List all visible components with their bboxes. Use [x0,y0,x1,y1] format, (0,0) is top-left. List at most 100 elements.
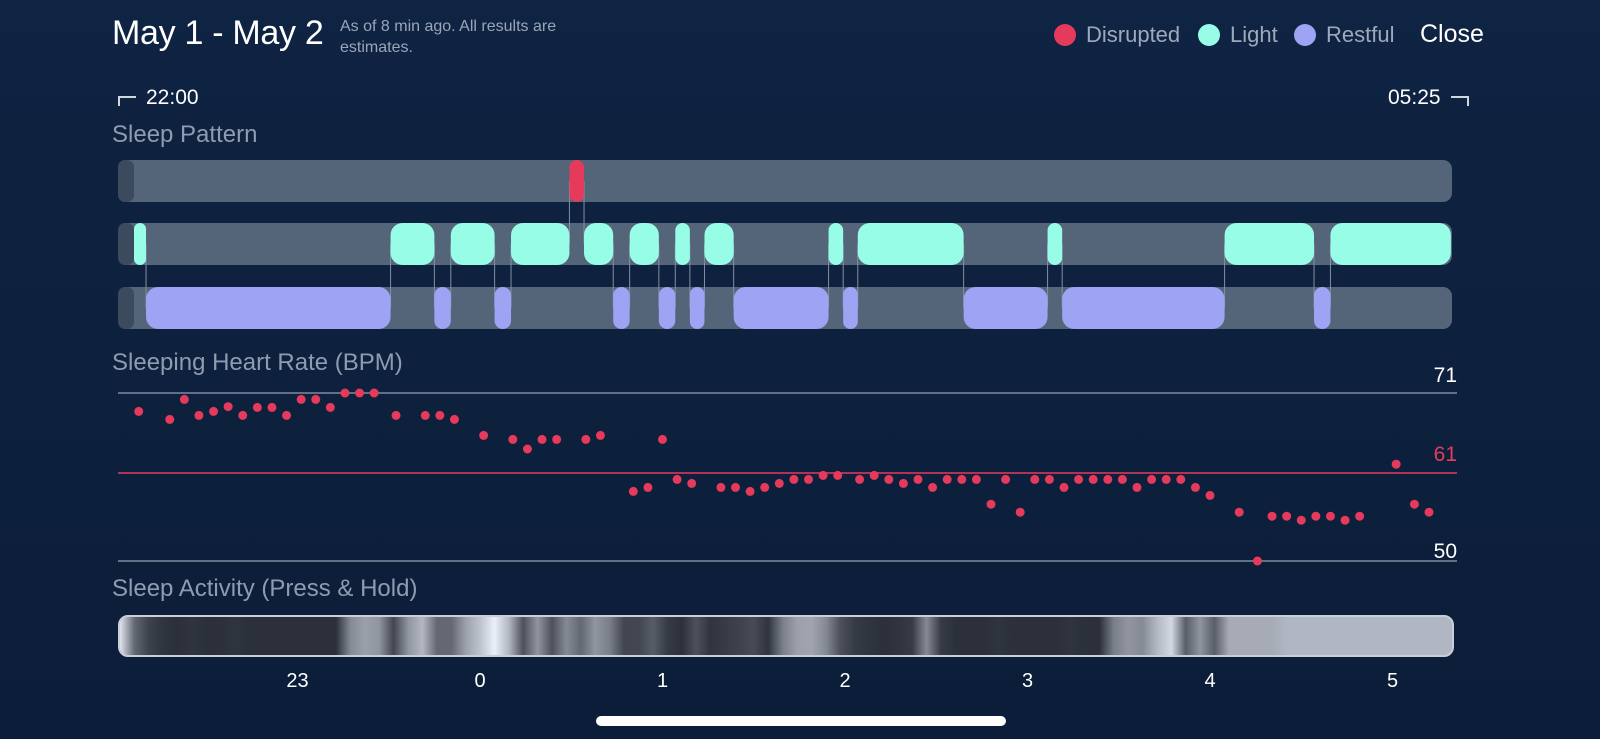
hr-point [508,434,518,444]
pattern-track-cap [118,287,134,329]
hr-point [1190,482,1200,492]
hr-point [449,414,459,424]
x-tick-label: 4 [1204,670,1216,692]
x-tick-label: 2 [839,670,851,692]
legend-label: Light [1230,22,1278,47]
hr-point [658,434,667,444]
sleep-pattern-title: Sleep Pattern [112,121,258,148]
hr-point [745,486,755,496]
hr-point [789,474,799,484]
sleep-activity-bar[interactable] [118,615,1454,657]
restful-segment [963,287,1048,329]
hr-point [731,482,740,492]
hr-point [1059,482,1069,492]
hr-point [340,388,350,398]
hr-point [209,406,219,416]
hr-point [537,434,547,444]
hr-point [134,406,144,416]
restful-segment [689,287,705,329]
restful-segment [733,287,829,329]
hr-point [479,430,489,440]
hr-point [581,434,591,444]
close-button[interactable]: Close [1420,20,1484,48]
restful-segment [1314,287,1331,329]
light-segment [1224,223,1315,265]
hr-point [957,474,967,484]
hr-point [986,499,996,509]
legend-light: Light [1198,20,1278,50]
light-segment [828,223,844,265]
disrupted-dot-icon [1054,24,1076,46]
light-segment [1330,223,1451,265]
hr-point [311,394,321,404]
hr-point [818,470,828,480]
light-dot-icon [1198,24,1220,46]
x-tick-label: 0 [474,670,486,692]
hr-point [1030,474,1040,484]
hr-point [1103,474,1113,484]
legend-restful: Restful [1294,20,1394,50]
hr-point [672,474,682,484]
restful-segment [1062,287,1225,329]
hr-point [804,474,813,484]
light-segment [450,223,495,265]
hr-point [179,394,189,404]
hr-point [223,402,233,412]
hr-point [435,410,445,420]
hr-point [1325,511,1335,521]
hr-point [1355,511,1365,521]
light-segment [134,223,147,265]
hr-point [687,478,697,488]
hr-point [238,410,248,420]
hr-point [1176,474,1186,484]
sleep-activity-title: Sleep Activity (Press & Hold) [112,575,418,602]
pattern-track-disrupted [118,160,1452,202]
hr-point [898,478,908,488]
hr-point [1015,507,1025,517]
hr-point [369,388,379,398]
hr-point [1074,474,1084,484]
hr-point [1252,556,1262,566]
range-end: 05:25 [1388,86,1469,110]
restful-dot-icon [1294,24,1316,46]
restful-segment [494,287,512,329]
disrupted-segment [569,160,585,202]
hr-point [774,478,784,488]
hr-point [1088,474,1098,484]
hr-point [928,482,938,492]
hr-point [1161,474,1171,484]
hr-point [1117,474,1127,484]
light-segment [857,223,964,265]
hr-point [355,388,365,398]
hr-point [522,444,532,454]
light-segment [675,223,690,265]
heart-rate-title: Sleeping Heart Rate (BPM) [112,349,403,376]
hr-point [913,474,923,484]
hr-point [1340,515,1350,525]
pattern-track-cap [118,160,134,202]
hr-point [282,410,292,420]
hr-point [1282,511,1292,521]
light-segment [390,223,435,265]
hr-point [760,482,770,492]
legend-label: Restful [1326,22,1395,47]
range-start: 22:00 [118,86,199,110]
hr-point [1044,474,1054,484]
hr-point [1296,515,1306,525]
legend-disrupted: Disrupted [1054,20,1180,50]
light-segment [629,223,659,265]
light-segment [511,223,570,265]
home-indicator[interactable] [596,716,1006,726]
x-tick-label: 5 [1386,670,1399,692]
restful-segment [843,287,858,329]
estimate-note: As of 8 min ago. All results are estimat… [340,18,557,56]
restful-segment [613,287,630,329]
light-segment [1047,223,1063,265]
bracket-left-icon [118,96,136,106]
page-title: May 1 - May 2 [112,14,324,52]
hr-point [325,402,335,412]
hr-point [628,486,638,496]
hr-point [420,410,430,420]
legend-label: Disrupted [1086,22,1181,47]
